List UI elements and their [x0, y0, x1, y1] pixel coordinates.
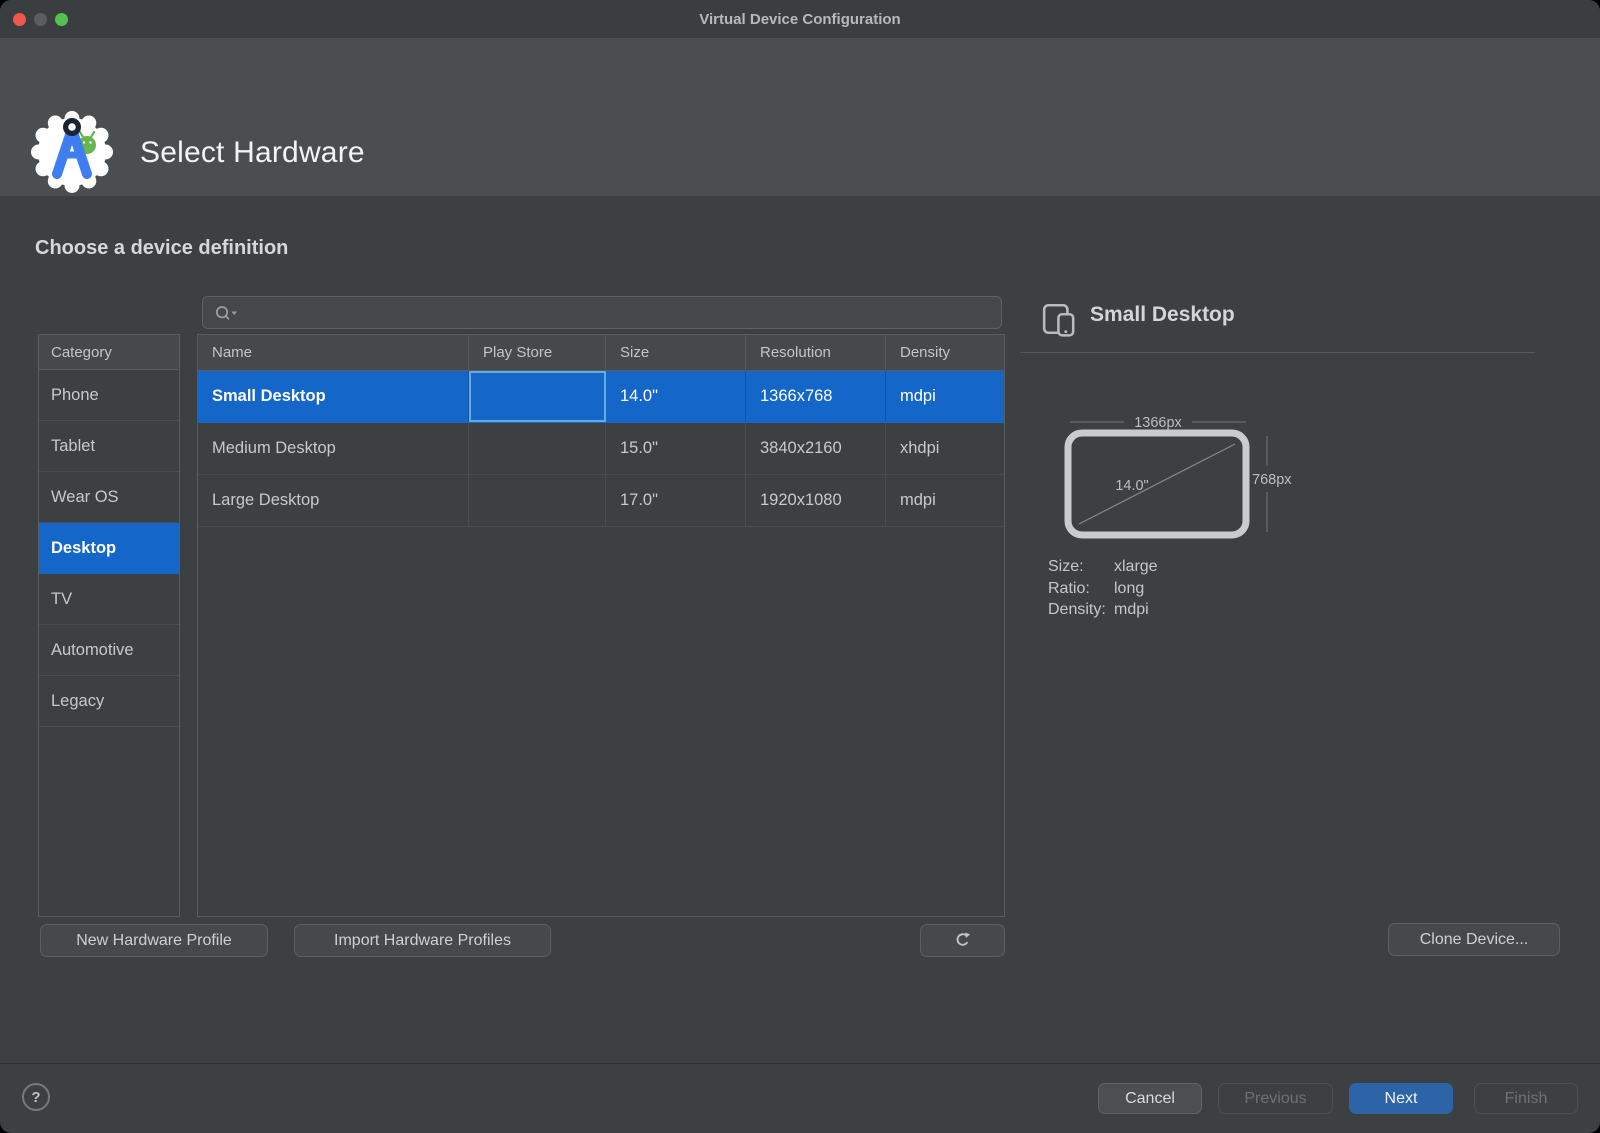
- android-studio-logo-icon: [31, 111, 113, 193]
- spec-size-value: xlarge: [1114, 558, 1158, 575]
- spec-density: Density: mdpi: [1048, 599, 1158, 621]
- cell-name[interactable]: Medium Desktop: [198, 423, 469, 474]
- titlebar: Virtual Device Configuration: [0, 0, 1600, 38]
- table-row-medium-desktop[interactable]: Medium Desktop 15.0" 3840x2160 xhdpi: [198, 423, 1004, 475]
- diagram-diagonal-label: 14.0": [1115, 478, 1148, 494]
- cell-play-store[interactable]: [469, 475, 606, 526]
- table-header-row: Name Play Store Size Resolution Density: [198, 335, 1004, 371]
- devices-icon: [1042, 304, 1075, 337]
- preview-divider: [1020, 352, 1535, 353]
- column-header-resolution[interactable]: Resolution: [746, 335, 886, 370]
- section-title: Choose a device definition: [35, 237, 289, 259]
- spec-size-label: Size:: [1048, 558, 1084, 575]
- cell-resolution[interactable]: 3840x2160: [746, 423, 886, 474]
- category-item-wear-os[interactable]: Wear OS: [39, 472, 179, 523]
- refresh-icon: [956, 932, 971, 946]
- search-input[interactable]: [203, 297, 1001, 328]
- cell-size[interactable]: 14.0": [606, 371, 746, 422]
- category-panel: Category Phone Tablet Wear OS Desktop TV…: [38, 334, 180, 917]
- import-hardware-profiles-button[interactable]: Import Hardware Profiles: [294, 924, 551, 957]
- cell-resolution[interactable]: 1366x768: [746, 371, 886, 422]
- category-item-tablet[interactable]: Tablet: [39, 421, 179, 472]
- diagram-height-label: 768px: [1252, 472, 1292, 488]
- cancel-button[interactable]: Cancel: [1098, 1083, 1202, 1114]
- cell-size[interactable]: 15.0": [606, 423, 746, 474]
- spec-size: Size: xlarge: [1048, 556, 1158, 578]
- table-row-small-desktop[interactable]: Small Desktop 14.0" 1366x768 mdpi: [198, 371, 1004, 423]
- spec-ratio-value: long: [1114, 579, 1145, 597]
- help-button[interactable]: ?: [22, 1083, 50, 1111]
- spec-density-label: Density:: [1048, 601, 1106, 618]
- cell-resolution[interactable]: 1920x1080: [746, 475, 886, 526]
- next-button[interactable]: Next: [1349, 1083, 1453, 1114]
- category-item-phone[interactable]: Phone: [39, 370, 179, 421]
- device-dimension-diagram: 1366px 14.0" 768px: [1064, 415, 1292, 539]
- table-row-large-desktop[interactable]: Large Desktop 17.0" 1920x1080 mdpi: [198, 475, 1004, 527]
- column-header-density[interactable]: Density: [900, 344, 951, 361]
- footer-separator: [0, 1063, 1600, 1064]
- traffic-lights: [13, 0, 68, 38]
- close-window-button[interactable]: [13, 12, 26, 26]
- cell-density[interactable]: xhdpi: [900, 439, 940, 457]
- diagram-width-label: 1366px: [1134, 415, 1182, 431]
- spec-density-value: mdpi: [1114, 601, 1149, 618]
- category-item-automotive[interactable]: Automotive: [39, 625, 179, 676]
- category-item-tv[interactable]: TV: [39, 574, 179, 625]
- cell-name[interactable]: Small Desktop: [198, 371, 469, 422]
- clone-device-button[interactable]: Clone Device...: [1388, 923, 1560, 956]
- category-item-legacy[interactable]: Legacy: [39, 676, 179, 727]
- wizard-header: Select Hardware: [0, 38, 1600, 196]
- spec-ratio-label: Ratio:: [1048, 579, 1090, 597]
- cell-play-store[interactable]: [469, 371, 606, 422]
- column-header-name[interactable]: Name: [198, 335, 469, 370]
- zoom-window-button[interactable]: [55, 12, 68, 26]
- device-definition-table: Name Play Store Size Resolution Density …: [197, 334, 1005, 917]
- cell-play-store[interactable]: [469, 423, 606, 474]
- column-header-play-store[interactable]: Play Store: [469, 335, 606, 370]
- refresh-button[interactable]: [920, 924, 1005, 957]
- device-specs: Size: xlarge Ratio: long Density: mdpi: [1048, 556, 1158, 621]
- finish-button: Finish: [1474, 1083, 1578, 1114]
- spec-ratio: Ratio: long: [1048, 578, 1158, 600]
- minimize-window-button: [34, 12, 47, 26]
- category-item-desktop[interactable]: Desktop: [39, 523, 179, 574]
- device-search-field[interactable]: [202, 296, 1002, 329]
- cell-density[interactable]: mdpi: [900, 387, 936, 405]
- cell-density[interactable]: mdpi: [900, 491, 936, 509]
- previous-button: Previous: [1218, 1083, 1333, 1114]
- column-header-size[interactable]: Size: [606, 335, 746, 370]
- cell-name[interactable]: Large Desktop: [198, 475, 469, 526]
- category-column-header: Category: [39, 335, 179, 370]
- cell-size[interactable]: 17.0": [606, 475, 746, 526]
- window-title: Virtual Device Configuration: [699, 10, 901, 28]
- new-hardware-profile-button[interactable]: New Hardware Profile: [40, 924, 268, 957]
- preview-device-name: Small Desktop: [1090, 303, 1235, 326]
- compass-icon: [52, 118, 92, 179]
- page-title: Select Hardware: [140, 136, 365, 169]
